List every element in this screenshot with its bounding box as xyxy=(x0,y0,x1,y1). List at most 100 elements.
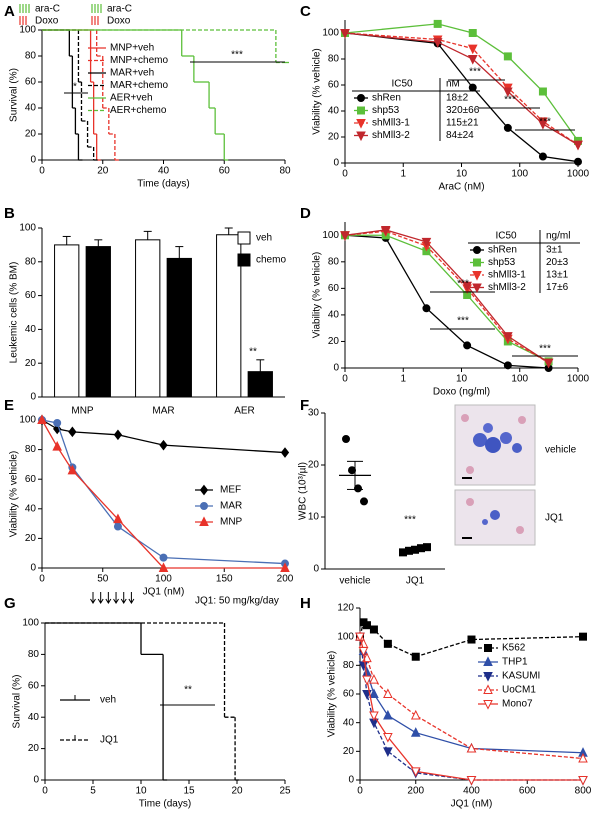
dosing-arrow xyxy=(128,592,135,604)
legend-label: MNP+veh xyxy=(110,43,154,54)
table-header: nM xyxy=(446,79,460,90)
marker xyxy=(432,38,443,48)
marker xyxy=(422,304,431,313)
y-tick-label: 80 xyxy=(25,444,37,455)
series-line xyxy=(41,419,285,569)
marker xyxy=(468,83,477,92)
marker xyxy=(503,123,512,132)
cell xyxy=(485,437,501,453)
x-tick-label: 0 xyxy=(39,166,45,177)
marker xyxy=(462,281,472,292)
annotation: ** xyxy=(249,347,257,358)
x-tick-label: 600 xyxy=(519,786,536,797)
annotation: *** xyxy=(469,67,481,78)
dosing-arrow xyxy=(90,592,96,604)
x-tick-label: 150 xyxy=(216,574,233,585)
marker xyxy=(369,625,378,634)
bar xyxy=(85,246,111,398)
series-line xyxy=(359,636,584,760)
bar xyxy=(166,257,192,398)
cell xyxy=(461,414,469,422)
cell xyxy=(473,433,487,447)
legend-label: JQ1 xyxy=(100,735,119,746)
bar xyxy=(216,234,242,398)
legend-label: THP1 xyxy=(502,657,528,668)
y-tick-label: 20 xyxy=(328,336,340,347)
x-tick-label: 40 xyxy=(158,166,170,177)
y-tick-label: 20 xyxy=(25,129,37,140)
y-tick-label: 0 xyxy=(30,392,36,403)
y-tick-label: 40 xyxy=(28,712,40,723)
x-tick-label: 0 xyxy=(342,374,348,385)
dosing-arrow xyxy=(120,592,127,604)
cell xyxy=(518,416,526,424)
y-tick-label: 120 xyxy=(337,603,354,614)
legend-label: veh xyxy=(256,233,272,244)
x-tick-label: 20 xyxy=(231,786,243,797)
marker xyxy=(543,358,554,369)
x-tick-label: 800 xyxy=(575,786,592,797)
annotation: *** xyxy=(539,344,551,355)
x-tick-label: 400 xyxy=(463,786,480,797)
y-tick-label: 100 xyxy=(322,230,339,241)
legend-label: MAR+veh xyxy=(110,68,154,79)
legend-swatch xyxy=(237,231,251,245)
marker xyxy=(369,674,379,684)
ic50-value: 320±66 xyxy=(446,105,480,116)
x-tick-label: MNP xyxy=(71,406,94,417)
marker xyxy=(503,361,512,370)
y-tick-label: 20 xyxy=(25,533,37,544)
y-tick-label: 20 xyxy=(308,460,320,471)
y-tick-label: 80 xyxy=(28,649,40,660)
table-header: ng/ml xyxy=(546,231,570,242)
marker xyxy=(358,647,369,657)
marker xyxy=(383,688,393,698)
y-axis-label: Leukemic cells (% BM) xyxy=(9,262,20,364)
marker xyxy=(503,87,513,98)
marker xyxy=(340,29,350,39)
bar xyxy=(135,239,161,398)
y-axis-label: Survival (%) xyxy=(12,675,23,729)
marker xyxy=(433,19,442,28)
marker xyxy=(578,776,588,786)
legend-label: MAR+chemo xyxy=(110,80,169,91)
marker xyxy=(410,709,421,720)
ic50-value: 13±1 xyxy=(546,270,569,281)
legend-label: MNP+chemo xyxy=(110,55,169,66)
x-tick-label: 80 xyxy=(279,166,291,177)
y-tick-label: 60 xyxy=(28,680,40,691)
ic50-value: 20±3 xyxy=(546,257,569,268)
dosing-arrow xyxy=(113,592,119,604)
bar xyxy=(247,371,273,398)
micrographs xyxy=(454,404,536,546)
marker xyxy=(348,466,356,475)
y-tick-label: 0 xyxy=(313,564,319,575)
series-line xyxy=(344,234,549,369)
x-tick-label: 15 xyxy=(183,786,195,797)
treatment-label: ara-C xyxy=(35,4,60,15)
x-axis-label: Time (days) xyxy=(137,179,189,190)
series-line xyxy=(344,23,579,142)
x-tick-label: 1 xyxy=(400,374,406,385)
annotation: *** xyxy=(231,50,243,61)
table-header: IC50 xyxy=(391,79,413,90)
y-tick-label: 60 xyxy=(343,689,355,700)
y-tick-label: 40 xyxy=(328,106,340,117)
marker xyxy=(383,747,393,757)
legend-label: AER+chemo xyxy=(110,105,167,116)
x-tick-label: 1000 xyxy=(567,169,590,180)
y-tick-label: 0 xyxy=(33,775,39,786)
y-axis-label: WBC (10³/µl) xyxy=(298,462,309,520)
marker xyxy=(357,94,365,102)
annotation: *** xyxy=(539,117,551,128)
marker xyxy=(158,562,169,572)
y-axis-label: Viability (% vehicle) xyxy=(9,451,20,538)
x-tick-label: 0 xyxy=(42,786,48,797)
annotation: *** xyxy=(504,95,516,106)
marker xyxy=(421,237,432,248)
ic50-value: 115±21 xyxy=(446,118,479,129)
y-tick-label: 80 xyxy=(25,256,37,267)
marker xyxy=(383,639,392,648)
x-tick-label: 10 xyxy=(456,374,468,385)
legend-label: shp53 xyxy=(488,257,516,268)
